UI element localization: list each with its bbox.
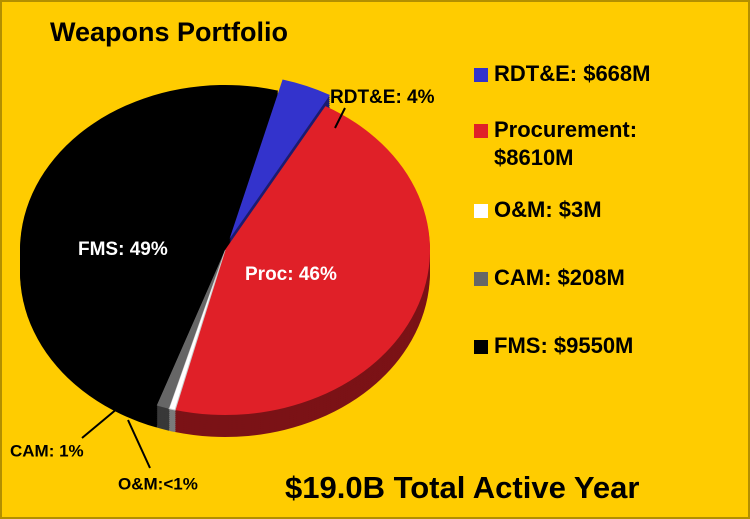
slice bbox=[20, 85, 279, 406]
legend-item: O&M: $3M bbox=[470, 196, 694, 224]
chart-subtitle: $19.0B Total Active Year bbox=[285, 470, 639, 505]
legend-label: FMS: $9550M bbox=[494, 333, 634, 358]
slice bbox=[175, 106, 430, 415]
legend-label: O&M: $3M bbox=[494, 197, 602, 222]
slice-label: RDT&E: 4% bbox=[330, 87, 435, 108]
slice bbox=[229, 79, 330, 239]
legend-swatch bbox=[474, 124, 488, 138]
legend-item: FMS: $9550M bbox=[470, 332, 694, 360]
legend-swatch bbox=[474, 340, 488, 354]
slice bbox=[168, 249, 226, 411]
chart-title: Weapons Portfolio bbox=[50, 17, 288, 47]
legend-item: CAM: $208M bbox=[470, 264, 694, 292]
legend-swatch bbox=[474, 68, 488, 82]
legend-item: Procurement: $8610M bbox=[470, 116, 694, 172]
pie bbox=[20, 79, 430, 437]
leader-line bbox=[127, 419, 151, 469]
legend-swatch bbox=[474, 204, 488, 218]
leader-line bbox=[81, 407, 119, 439]
legend-swatch bbox=[474, 272, 488, 286]
slice-label: CAM: 1% bbox=[10, 441, 84, 460]
legend-label: RDT&E: $668M bbox=[494, 61, 651, 86]
legend-label: Procurement: $8610M bbox=[494, 117, 638, 170]
legend-label: CAM: $208M bbox=[494, 265, 625, 290]
legend: RDT&E: $668M Procurement: $8610M O&M: $3M C… bbox=[470, 60, 710, 360]
slice bbox=[156, 250, 225, 409]
legend-item: RDT&E: $668M bbox=[470, 60, 694, 88]
slice-label: FMS: 49% bbox=[78, 239, 168, 260]
leader-line bbox=[334, 107, 346, 129]
slice-label: Proc: 46% bbox=[245, 264, 337, 285]
slice-label: O&M:<1% bbox=[118, 474, 198, 493]
